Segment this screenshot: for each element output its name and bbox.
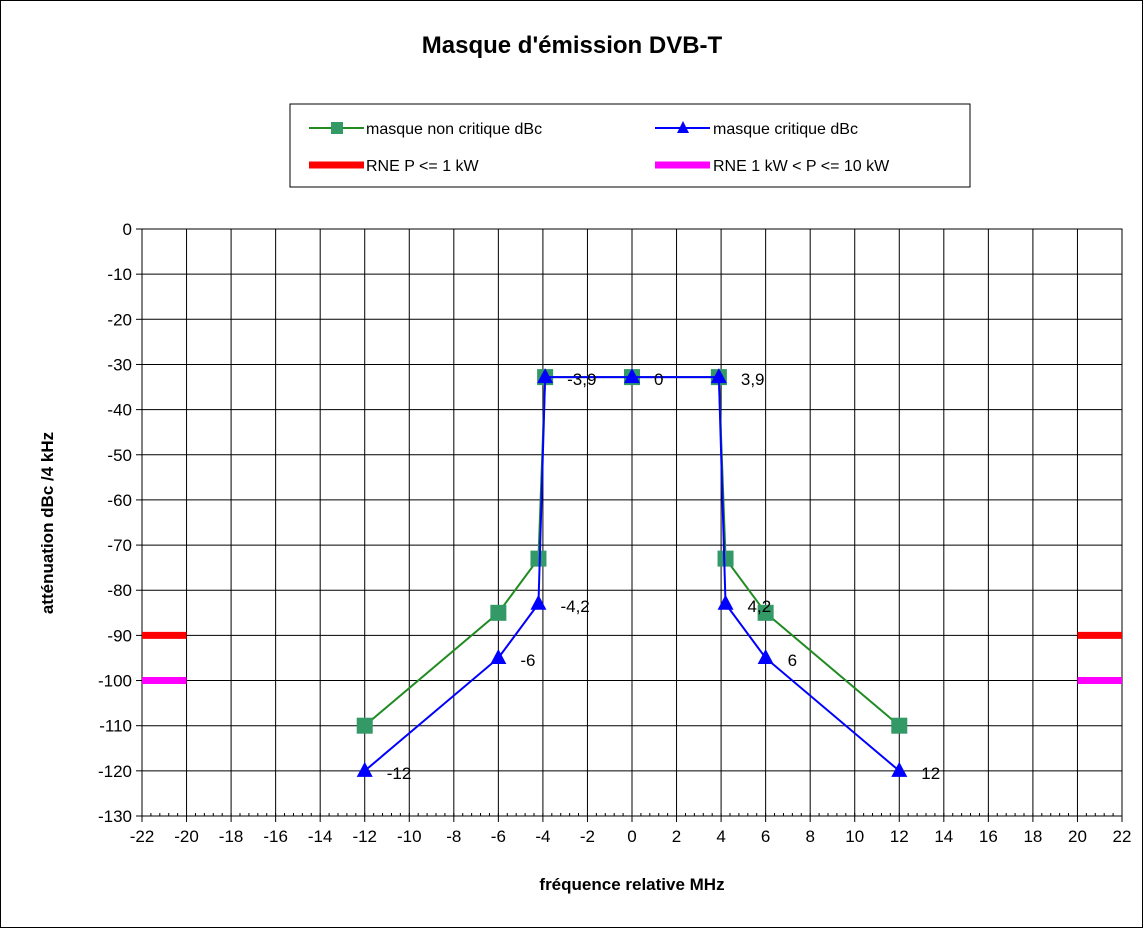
x-tick-label: 2: [672, 827, 681, 846]
square-marker: [717, 550, 734, 567]
point-label: 12: [921, 764, 940, 783]
x-tick-label: 4: [716, 827, 725, 846]
square-marker: [757, 604, 774, 621]
triangle-marker: [757, 648, 774, 664]
y-tick-label: 0: [123, 220, 132, 239]
x-tick-label: -20: [174, 827, 199, 846]
point-label: 3,9: [741, 370, 765, 389]
square-marker: [530, 550, 547, 567]
legend-box: [289, 103, 971, 188]
square-marker: [356, 717, 373, 734]
x-tick-label: 22: [1113, 827, 1132, 846]
y-tick-label: -20: [107, 310, 132, 329]
x-tick-label: -8: [446, 827, 461, 846]
x-tick-label: -16: [263, 827, 288, 846]
x-tick-label: 0: [627, 827, 636, 846]
y-axis-title: atténuation dBc /4 kHz: [38, 432, 57, 614]
point-label: -12: [387, 764, 412, 783]
x-tick-label: 14: [934, 827, 953, 846]
point-label: -6: [520, 651, 535, 670]
triangle-marker: [624, 368, 640, 384]
y-tick-label: -70: [107, 536, 132, 555]
triangle-marker: [490, 648, 507, 664]
x-tick-label: 20: [1068, 827, 1087, 846]
triangle-marker: [356, 761, 373, 777]
chart-title: Masque d'émission DVB-T: [422, 32, 723, 59]
point-label: 6: [788, 651, 797, 670]
y-tick-label: -120: [98, 762, 132, 781]
legend-label: masque non critique dBc: [366, 121, 542, 138]
x-tick-label: -22: [130, 827, 155, 846]
point-label: 4,2: [748, 597, 772, 616]
x-tick-label: 6: [761, 827, 770, 846]
legend: masque non critique dBc masque critique d…: [289, 103, 971, 188]
x-tick-label: -14: [308, 827, 333, 846]
triangle-marker: [891, 761, 908, 777]
legend-triangle-marker: [677, 121, 689, 133]
point-label: -4,2: [560, 597, 589, 616]
x-axis-title: fréquence relative MHz: [539, 875, 724, 894]
y-tick-label: -50: [107, 446, 132, 465]
triangle-marker: [530, 594, 547, 610]
x-tick-label: -4: [535, 827, 550, 846]
legend-square-marker: [331, 122, 343, 134]
point-label: -3,9: [567, 370, 596, 389]
y-tick-label: -80: [107, 581, 132, 600]
legend-label: RNE P <= 1 kW: [366, 158, 480, 175]
y-tick-label: -100: [98, 672, 132, 691]
legend-label: masque critique dBc: [713, 121, 858, 138]
x-tick-label: 18: [1023, 827, 1042, 846]
y-tick-label: -30: [107, 355, 132, 374]
y-tick-label: -130: [98, 807, 132, 826]
triangle-marker: [710, 368, 727, 384]
x-tick-label: 8: [805, 827, 814, 846]
x-tick-label: 16: [979, 827, 998, 846]
y-tick-label: -110: [99, 717, 132, 736]
point-label: 0: [654, 370, 663, 389]
x-tick-label: 12: [890, 827, 909, 846]
x-tick-label: 10: [845, 827, 864, 846]
y-tick-label: -60: [107, 491, 132, 510]
legend-label: RNE 1 kW < P <= 10 kW: [713, 158, 890, 175]
triangle-marker: [717, 594, 734, 610]
x-tick-label: -12: [352, 827, 377, 846]
y-tick-label: -90: [107, 626, 132, 645]
triangle-marker: [537, 368, 554, 384]
x-tick-label: -2: [580, 827, 595, 846]
x-tick-label: -6: [491, 827, 506, 846]
y-tick-label: -10: [107, 265, 132, 284]
y-tick-label: -40: [107, 401, 132, 420]
x-tick-label: -18: [219, 827, 244, 846]
square-marker: [490, 604, 507, 621]
square-marker: [891, 717, 908, 734]
x-tick-label: -10: [397, 827, 422, 846]
